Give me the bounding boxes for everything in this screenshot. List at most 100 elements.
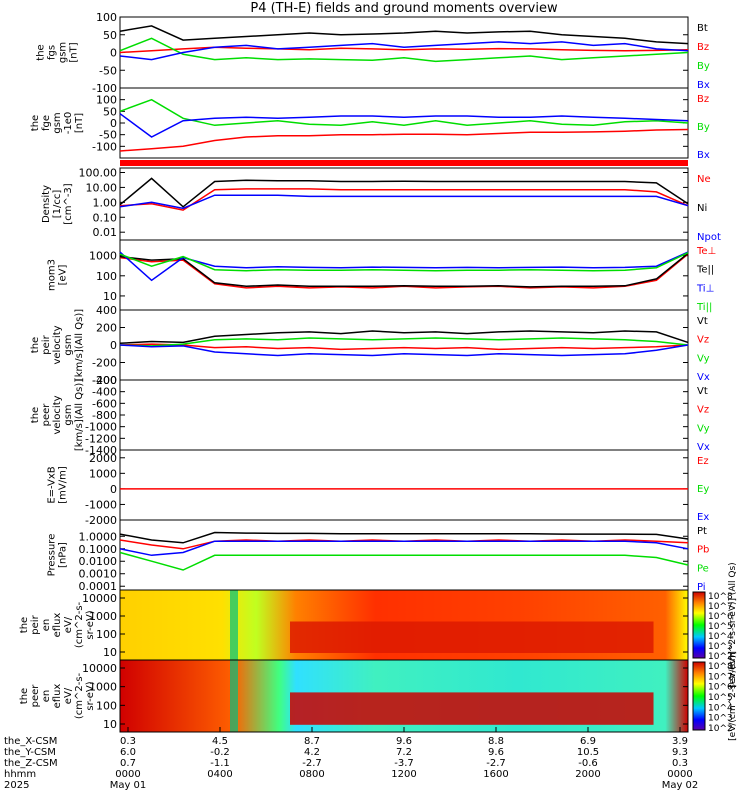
xaxis-row-value: 10.5 [577, 747, 599, 758]
moms-series-Ti|| [119, 252, 689, 272]
peir-legend-Vy: Vy [697, 353, 710, 364]
efield-ytick-label: 1000 [89, 467, 117, 480]
fge-ytick-label: -50 [99, 129, 117, 142]
peir_en-ylabel-line: peir [30, 614, 41, 634]
moms-series-Te|| [119, 252, 689, 288]
peir-ytick-label: 200 [96, 322, 117, 335]
fgs-ytick-label: 50 [103, 29, 117, 42]
fge-ytick-label: 50 [103, 105, 117, 118]
fgs-ylabel-line: gsm [58, 42, 69, 63]
peer_en-ylabel-line: eflux [52, 684, 63, 709]
peir-legend-Vx: Vx [697, 372, 710, 383]
peir_en-colorbar [692, 591, 706, 659]
xaxis-row-value: May 02 [662, 780, 699, 791]
xaxis-row-value: 9.6 [488, 747, 504, 758]
xaxis-row-value: 4.2 [304, 747, 320, 758]
fgs-ylabel-line: the [36, 44, 47, 60]
peir_en-ylabel-line: eV/ [63, 616, 74, 633]
pressure-ytick-label: 0.0100 [79, 555, 118, 568]
peir-series-Vx [119, 344, 689, 357]
density-legend-Ne: Ne [697, 174, 711, 185]
peir-series-Vy [119, 337, 689, 347]
xaxis-row-label: the_X-CSM [4, 736, 57, 747]
moms-ytick-label: 1000 [89, 250, 117, 263]
pressure-ytick-label: 1.0000 [79, 530, 118, 543]
peir_en-core-band [290, 621, 654, 653]
peir-series-Vz [119, 343, 689, 351]
peir-ytick-label: 400 [96, 304, 117, 317]
density-ylabel-line: Density [41, 185, 52, 223]
fgs-legend-Bz: Bz [697, 42, 709, 53]
pressure-series-Pi [119, 540, 689, 557]
peer-ylabel-line: gsm [63, 404, 74, 425]
peer-ytick-label: -400 [92, 386, 117, 399]
xaxis-row-value: 0.7 [120, 758, 136, 769]
pressure-ytick-label: 0.0001 [79, 580, 118, 593]
fgs-legend-Bx: Bx [697, 80, 710, 91]
peer-ylabel-line: peer [41, 403, 52, 427]
xaxis-row-label: the_Z-CSM [4, 758, 58, 769]
fge-ytick-label: -100 [92, 140, 117, 153]
efield-legend-Ey: Ey [697, 484, 709, 495]
peer_en-ylabel-line: sr-eV) [85, 681, 96, 710]
moms-legend-Ti⊥: Ti⊥ [696, 283, 714, 294]
peer_en-ylabel-line: eV/ [63, 687, 74, 704]
density-legend-Ni: Ni [697, 203, 707, 214]
density-legend-Npot: Npot [697, 232, 721, 243]
xaxis-row-value: 7.2 [396, 747, 412, 758]
density-series-Npot [119, 194, 689, 210]
fge-ytick-label: 100 [96, 94, 117, 107]
peer_en-ylabel-line: the [19, 688, 30, 704]
xaxis-row-label: hhmm [4, 769, 36, 780]
efield-ylabel-line: [mV/m] [58, 466, 69, 504]
moms-ytick-label: 10 [103, 290, 117, 303]
fgs-series-Bx [119, 41, 689, 61]
xaxis-row-value: 4.5 [212, 736, 228, 747]
efield-ytick-label: -1000 [85, 498, 117, 511]
density-ylabel-line: [1/cc] [52, 190, 63, 219]
xaxis-row-label: the_Y-CSM [4, 747, 56, 758]
moms-legend-Te⊥: Te⊥ [696, 246, 716, 257]
xaxis-row-value: 9.6 [396, 736, 412, 747]
peer_en-ylabel-line: (cm^2-s- [74, 672, 85, 719]
fge-ylabel-line: -1e0 [63, 112, 74, 135]
xaxis-row-value: -3.7 [394, 758, 414, 769]
xaxis-row-value: 0.3 [120, 736, 136, 747]
peir-ytick-label: 0 [110, 339, 117, 352]
peer-legend-Vt: Vt [697, 386, 708, 397]
peer_en-ylabel-line: peer [30, 684, 41, 708]
peer-ytick-label: -1200 [85, 432, 117, 445]
fgs-ytick-label: 0 [110, 47, 117, 60]
peer_en-ytick-label: 1000 [89, 681, 117, 694]
xaxis-row-label: 2025 [4, 780, 29, 791]
fge-ylabel-line: fge [41, 115, 52, 131]
peir-legend-Vz: Vz [697, 335, 709, 346]
density-series-Ni [119, 177, 689, 208]
peir-series-Vt [119, 330, 689, 345]
xaxis-row-value: 0.3 [672, 758, 688, 769]
peir_en-colorbar-tick: 10^8 [708, 592, 733, 602]
moms-series-Ti⊥ [119, 251, 689, 282]
peir-ylabel-line: the [30, 337, 41, 353]
fgs-frame [119, 16, 689, 89]
density-ytick-label: 100.00 [79, 166, 118, 179]
peer_en-colorbar-tick: 10^2 [708, 724, 733, 734]
peer_en-ytick-label: 10000 [82, 662, 117, 675]
peir-ylabel-line: peir [41, 334, 52, 354]
peer-ylabel-line: the [30, 407, 41, 423]
pressure-legend-Pi: Pi [697, 582, 706, 593]
xaxis-row-value: 0800 [299, 769, 324, 780]
xaxis-row-value: 2000 [575, 769, 600, 780]
pressure-ylabel-line: [nPa] [58, 542, 69, 568]
fgs-ytick-label: -50 [99, 64, 117, 77]
peer-frame [119, 379, 689, 451]
peer_en-colorbar-tick: 10^5 [708, 693, 733, 703]
peir_en-ylabel-line: the [19, 617, 30, 633]
moms-ylabel-line: [eV] [58, 265, 69, 286]
pressure-ytick-label: 0.1000 [79, 543, 118, 556]
fge-legend-By: By [697, 122, 710, 133]
peir-ylabel-line: [km/s](All Qs)] [74, 309, 85, 381]
peir_en-colorbar-label: [eV/(cm^2-s-sr-eV)] (All Qs) [728, 562, 738, 687]
peir_en-ylabel-line: sr-eV) [85, 610, 96, 639]
xaxis-row-value: 8.8 [488, 736, 504, 747]
